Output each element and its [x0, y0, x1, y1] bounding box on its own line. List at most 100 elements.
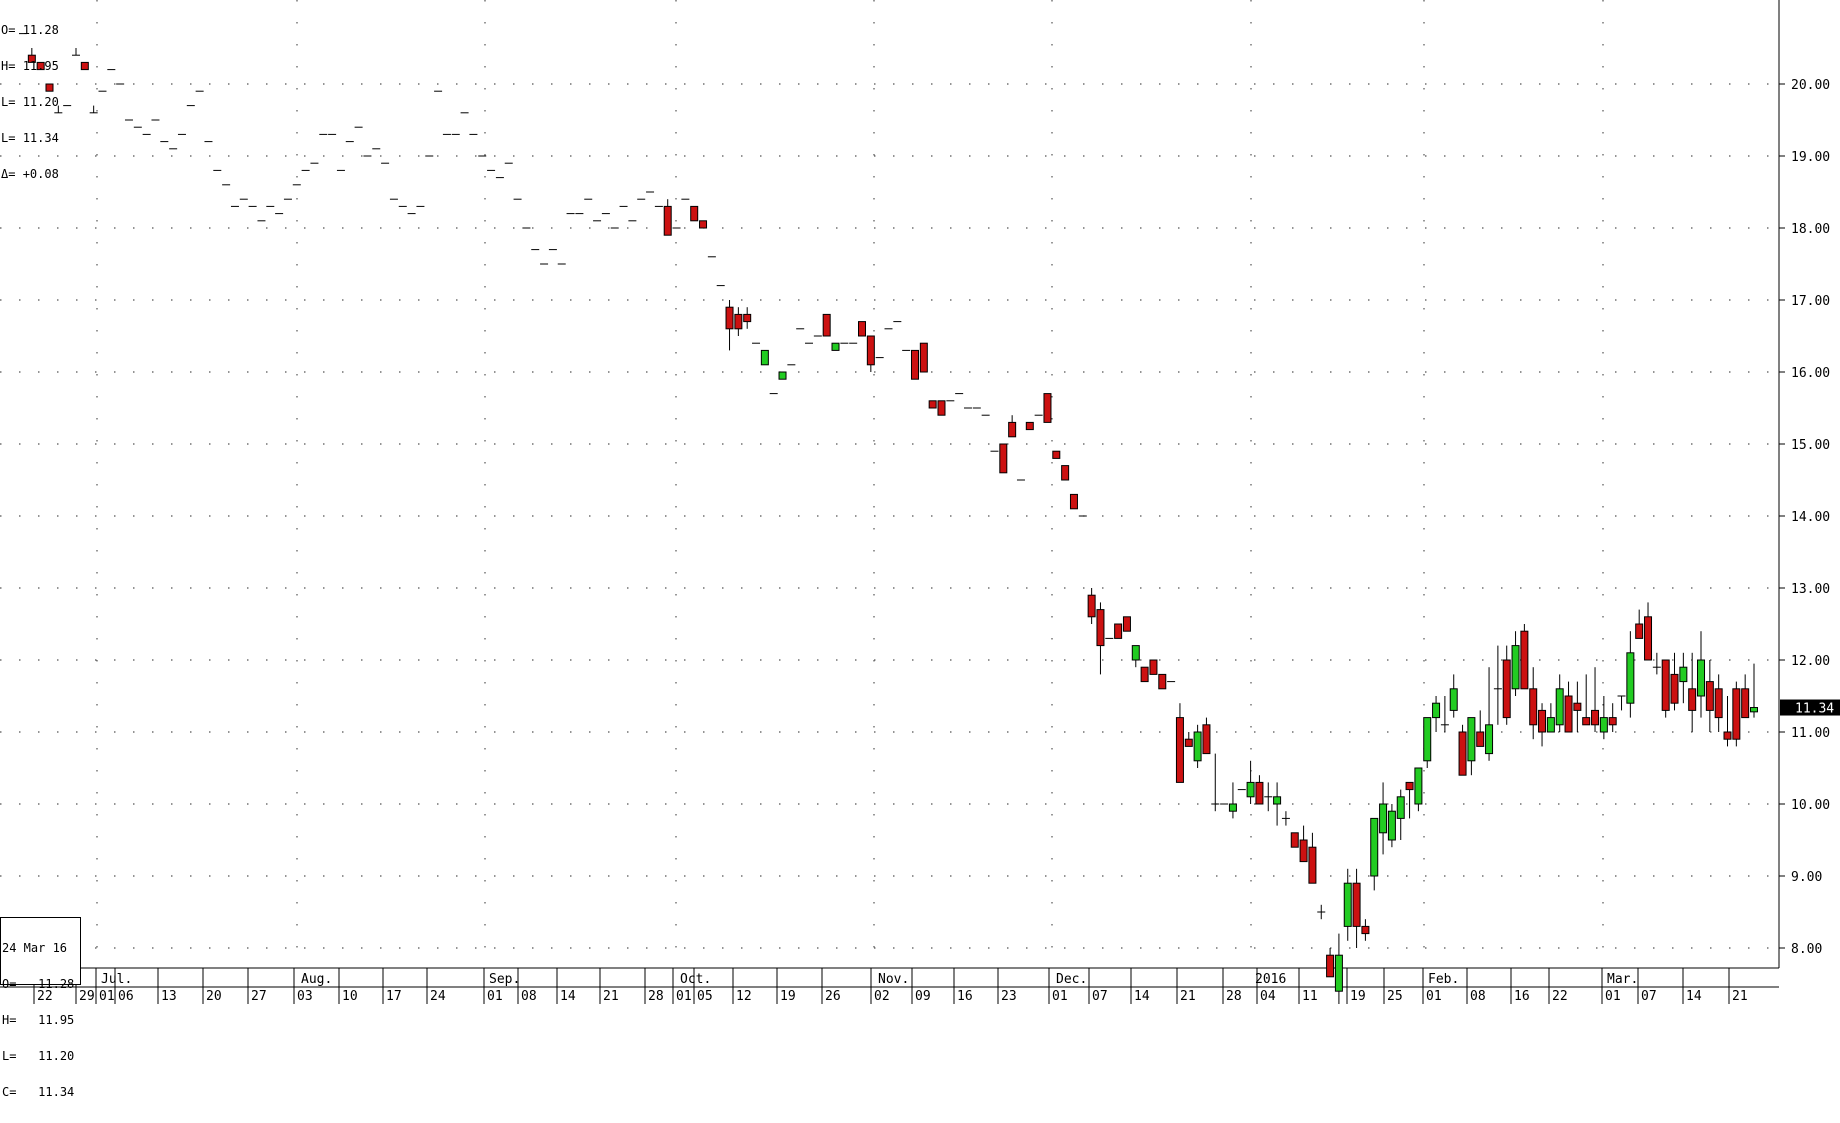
candle-down — [1202, 724, 1211, 755]
week-label: 08 — [521, 989, 537, 1004]
week-label: 19 — [1350, 989, 1366, 1004]
candle-down — [1096, 609, 1105, 647]
candle-down — [1502, 659, 1511, 719]
candle-down — [1741, 688, 1750, 719]
candle-down — [1114, 623, 1123, 639]
y-tick-label: 14.00 — [1791, 510, 1830, 525]
week-label: 01 — [676, 989, 692, 1004]
candle-up — [1396, 796, 1405, 819]
y-tick-label: 20.00 — [1791, 78, 1830, 93]
info-close: C= 11.34 — [2, 1085, 75, 1099]
month-label: 2016 — [1255, 972, 1286, 987]
week-label: 14 — [1686, 989, 1702, 1004]
candle-down — [743, 313, 752, 323]
week-label: 05 — [697, 989, 713, 1004]
candle-up — [1485, 724, 1494, 755]
y-tick-label: 15.00 — [1791, 438, 1830, 453]
candle-down — [663, 205, 672, 236]
week-label: 21 — [1180, 989, 1196, 1004]
candle-down — [1591, 709, 1600, 726]
candle-up — [1511, 645, 1520, 690]
week-label: 07 — [1092, 989, 1108, 1004]
info-high: H= 11.95 — [2, 1013, 75, 1027]
week-label: 29 — [79, 989, 95, 1004]
week-label: 13 — [161, 989, 177, 1004]
candle-up — [1414, 767, 1423, 805]
candle-down — [937, 400, 946, 416]
week-label: 04 — [1260, 989, 1276, 1004]
candle-up — [1246, 781, 1255, 798]
candle-down — [1564, 695, 1573, 733]
week-label: 02 — [874, 989, 890, 1004]
candle-down — [1582, 717, 1591, 726]
candle-down — [928, 400, 937, 409]
candle-down — [1458, 731, 1467, 776]
last-price-label: 11.34 — [1795, 702, 1834, 717]
candle-down — [1175, 717, 1184, 783]
week-label: 16 — [957, 989, 973, 1004]
week-label: 10 — [342, 989, 358, 1004]
candle-down — [1061, 465, 1070, 481]
candle-down — [1326, 954, 1335, 978]
week-label: 14 — [560, 989, 576, 1004]
week-label: 01 — [99, 989, 115, 1004]
candle-down — [45, 83, 54, 92]
candle-up — [1432, 702, 1441, 719]
candle-down — [1520, 630, 1529, 690]
candle-down — [1299, 839, 1308, 863]
candle-down — [734, 313, 743, 330]
candle-up — [831, 342, 840, 351]
candle-down — [1352, 882, 1361, 927]
week-label: 23 — [1001, 989, 1017, 1004]
candle-up — [1273, 796, 1282, 805]
info-date: 24 Mar 16 — [2, 941, 68, 955]
candle-down — [1087, 594, 1096, 618]
week-label: 22 — [37, 989, 53, 1004]
candle-down — [1538, 709, 1547, 733]
candle-down — [1255, 781, 1264, 805]
candle-down — [1732, 688, 1741, 740]
y-tick-label: 19.00 — [1791, 150, 1830, 165]
week-label: 27 — [251, 989, 267, 1004]
y-tick-label: 11.00 — [1791, 726, 1830, 741]
week-label: 16 — [1514, 989, 1530, 1004]
candle-down — [1644, 616, 1653, 661]
y-tick-label: 10.00 — [1791, 798, 1830, 813]
candle-up — [1467, 717, 1476, 762]
month-label: Feb. — [1428, 972, 1459, 987]
y-tick-label: 18.00 — [1791, 222, 1830, 237]
week-label: 14 — [1134, 989, 1150, 1004]
month-label: Sep. — [489, 972, 520, 987]
candle-down — [1308, 846, 1317, 884]
week-label: 19 — [780, 989, 796, 1004]
y-tick-label: 8.00 — [1791, 942, 1822, 957]
month-label: Jul. — [101, 972, 132, 987]
header-high: H= 11.95 — [1, 59, 59, 73]
candle-down — [1723, 731, 1732, 740]
candle-up — [1193, 731, 1202, 762]
header-change: Δ= +0.08 — [1, 167, 59, 181]
week-label: 01 — [487, 989, 503, 1004]
y-tick-label: 13.00 — [1791, 582, 1830, 597]
candle-down — [1573, 702, 1582, 711]
candle-down — [1529, 688, 1538, 726]
candle-down — [1122, 616, 1131, 632]
candle-down — [80, 61, 89, 71]
candle-up — [1423, 717, 1432, 762]
candle-up — [1599, 717, 1608, 733]
candle-down — [1158, 673, 1167, 690]
month-label: Dec. — [1056, 972, 1087, 987]
y-tick-label: 12.00 — [1791, 654, 1830, 669]
candle-down — [1635, 623, 1644, 639]
week-label: 12 — [736, 989, 752, 1004]
week-label: 28 — [1226, 989, 1242, 1004]
week-label: 07 — [1641, 989, 1657, 1004]
candle-down — [1043, 393, 1052, 423]
candle-down — [1688, 688, 1697, 711]
candle-down — [1670, 673, 1679, 704]
candle-down — [1008, 421, 1017, 438]
candle-down — [1184, 738, 1193, 747]
y-tick-label: 16.00 — [1791, 366, 1830, 381]
candle-down — [725, 306, 734, 330]
candle-up — [760, 349, 769, 366]
